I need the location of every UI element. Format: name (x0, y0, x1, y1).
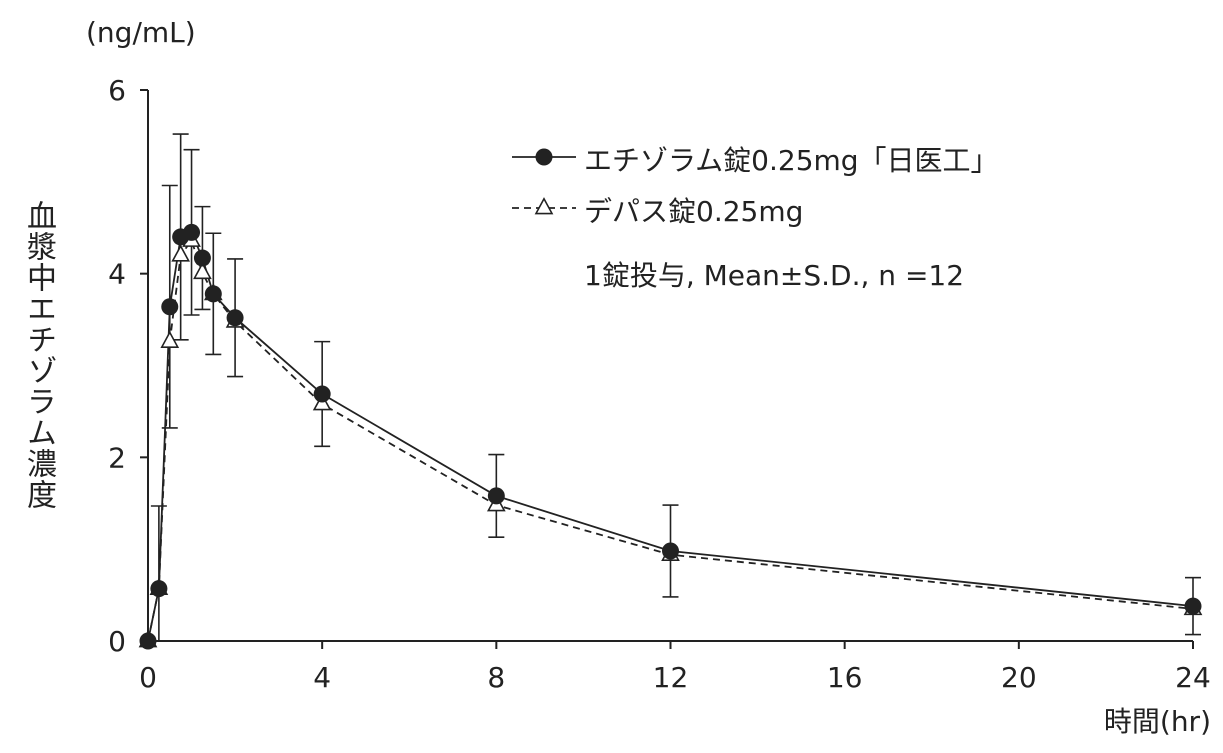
x-tick-label-0: 0 (139, 661, 157, 694)
series-1-point-0 (139, 632, 157, 650)
legend-label-series-1: エチゾラム錠0.25mg「日医工」 (584, 144, 999, 177)
series-1-point-10 (662, 542, 679, 560)
y-tick-label-2: 4 (108, 258, 126, 291)
series-1-point-11 (1184, 597, 1202, 615)
series-1-point-4 (183, 223, 201, 241)
y-tick-label-3: 6 (108, 74, 126, 107)
x-axis-label: 時間(hr) (1103, 705, 1211, 738)
y-tick-label-0: 0 (108, 625, 126, 658)
legend-label-series-2: デパス錠0.25mg (584, 195, 804, 228)
series-1-point-1 (150, 580, 168, 598)
series-1-point-9 (487, 487, 505, 505)
legend-marker-series-2 (534, 197, 554, 215)
series-1-point-7 (226, 309, 244, 327)
series-1-point-2 (161, 298, 179, 316)
x-tick-label-6: 24 (1175, 661, 1211, 694)
series-2-point-2 (160, 330, 180, 348)
series-1-point-5 (193, 249, 211, 267)
x-tick-label-3: 12 (653, 661, 689, 694)
annotation-text: 1錠投与, Mean±S.D., n =12 (584, 259, 965, 292)
x-tick-label-4: 16 (827, 661, 863, 694)
y-unit-label: (ng/mL) (86, 16, 196, 49)
series-2-point-5 (193, 261, 212, 280)
x-tick-label-1: 4 (313, 661, 331, 694)
series-1-point-6 (204, 285, 222, 303)
series-2-point-3 (171, 244, 191, 262)
series-1-point-8 (313, 385, 331, 403)
y-axis-label: 血漿中エチゾラム濃度 (21, 200, 56, 510)
y-tick-label-1: 2 (108, 441, 126, 474)
x-tick-label-5: 20 (1001, 661, 1037, 694)
x-tick-label-2: 8 (487, 661, 505, 694)
legend-marker-series-1 (535, 148, 553, 166)
